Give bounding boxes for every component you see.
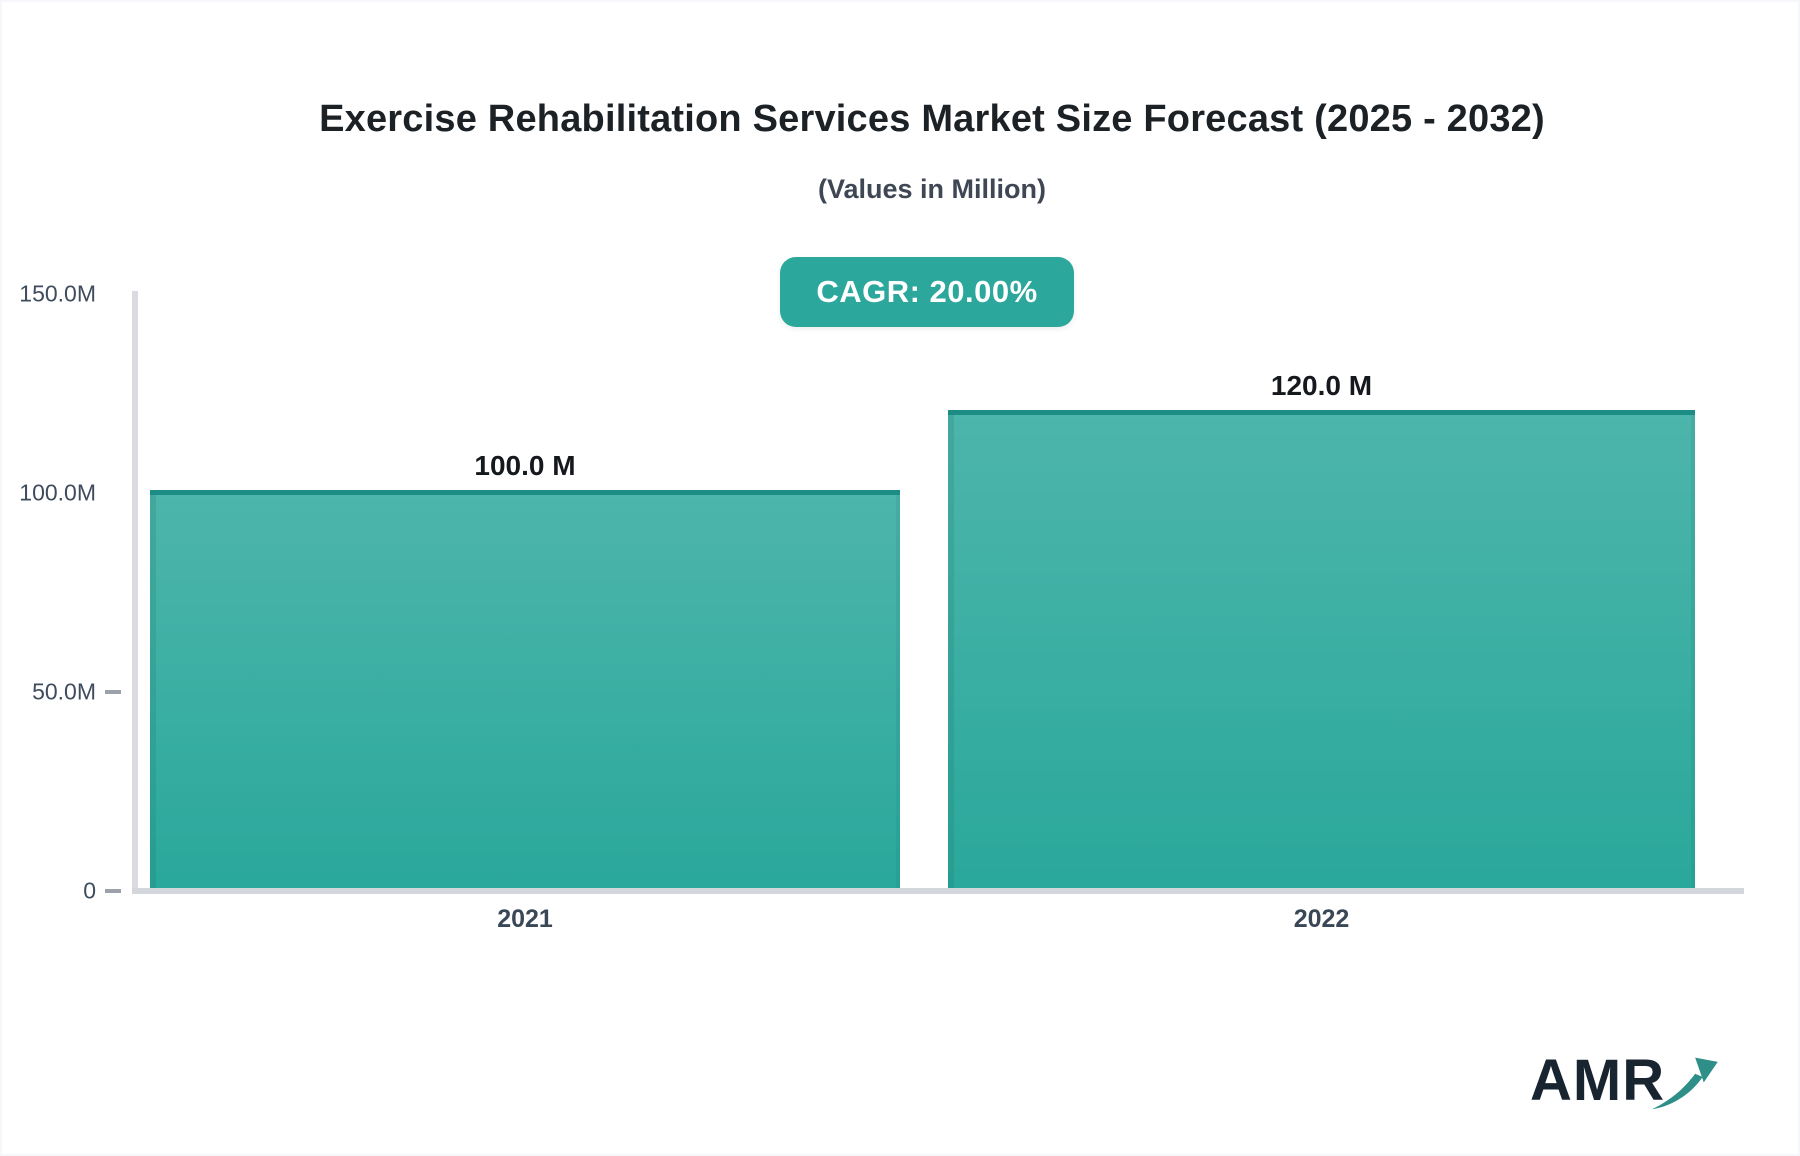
y-tick-mark-0 — [105, 889, 121, 893]
bar-2022 — [948, 410, 1695, 888]
x-axis-line — [132, 888, 1744, 894]
bar-value-label-2021: 100.0 M — [474, 450, 576, 481]
bar-value-label-2022: 120.0 M — [1270, 370, 1373, 402]
cagr-badge: CAGR: 20.00% — [780, 257, 1074, 327]
brand-logo-text: AMR — [1530, 1048, 1666, 1113]
bar-2021 — [150, 490, 900, 888]
brand-logo: AMR — [1530, 1038, 1750, 1124]
growth-arrow-icon — [1652, 1057, 1718, 1110]
x-tick-label-2021: 2021 — [497, 905, 553, 933]
y-axis-line — [132, 291, 138, 894]
cagr-badge-label: CAGR: 20.00% — [816, 274, 1038, 309]
y-tick-label-50: 50.0M — [32, 678, 96, 705]
y-tick-label-0: 0 — [83, 877, 96, 904]
chart-subtitle: (Values in Million) — [817, 174, 1047, 204]
x-tick-label-2022: 2022 — [1293, 905, 1350, 933]
y-tick-mark-50 — [105, 690, 121, 694]
y-tick-label-150: 150.0M — [19, 280, 96, 307]
y-tick-label-100: 100.0M — [19, 479, 96, 506]
chart-title: Exercise Rehabilitation Services Market … — [319, 98, 1545, 140]
